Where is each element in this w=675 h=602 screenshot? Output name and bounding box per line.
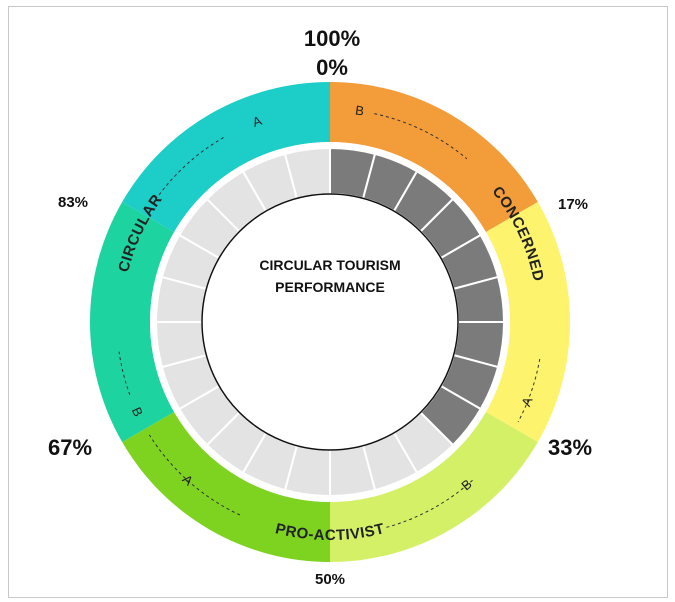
ab-guide-2 (384, 479, 473, 529)
ab-guide-5 (155, 137, 224, 201)
outer-segment-circular-a (122, 82, 330, 232)
center-disk (201, 193, 459, 451)
percent-50: 50% (315, 571, 345, 588)
ab-guide-4 (118, 351, 131, 396)
percent-33: 33% (548, 435, 592, 460)
outer-ring (90, 82, 570, 562)
percent-67: 67% (48, 435, 92, 460)
segment-label-pro-activist: PRO-ACTIVIST (274, 520, 387, 544)
percent-0: 0% (316, 55, 348, 80)
concerned-b-marker: B (354, 103, 365, 119)
center-title-line1: CIRCULAR TOURISM (259, 257, 400, 273)
outer-segment-circular-b (90, 202, 175, 442)
percent-17: 17% (558, 196, 588, 213)
percent-83: 83% (58, 194, 88, 211)
outer-segment-concerned-b (330, 82, 538, 232)
outer-segment-pro-activist-b (330, 412, 538, 562)
outer-segment-concerned-a (485, 202, 570, 442)
inner-ring (154, 146, 506, 498)
ab-guide-3 (148, 434, 241, 516)
center-title-line2: PERFORMANCE (275, 279, 385, 295)
ab-guides (118, 113, 541, 529)
percent-100: 100% (304, 26, 360, 51)
frame-border (8, 6, 668, 598)
outer-segment-pro-activist-a (122, 412, 330, 562)
